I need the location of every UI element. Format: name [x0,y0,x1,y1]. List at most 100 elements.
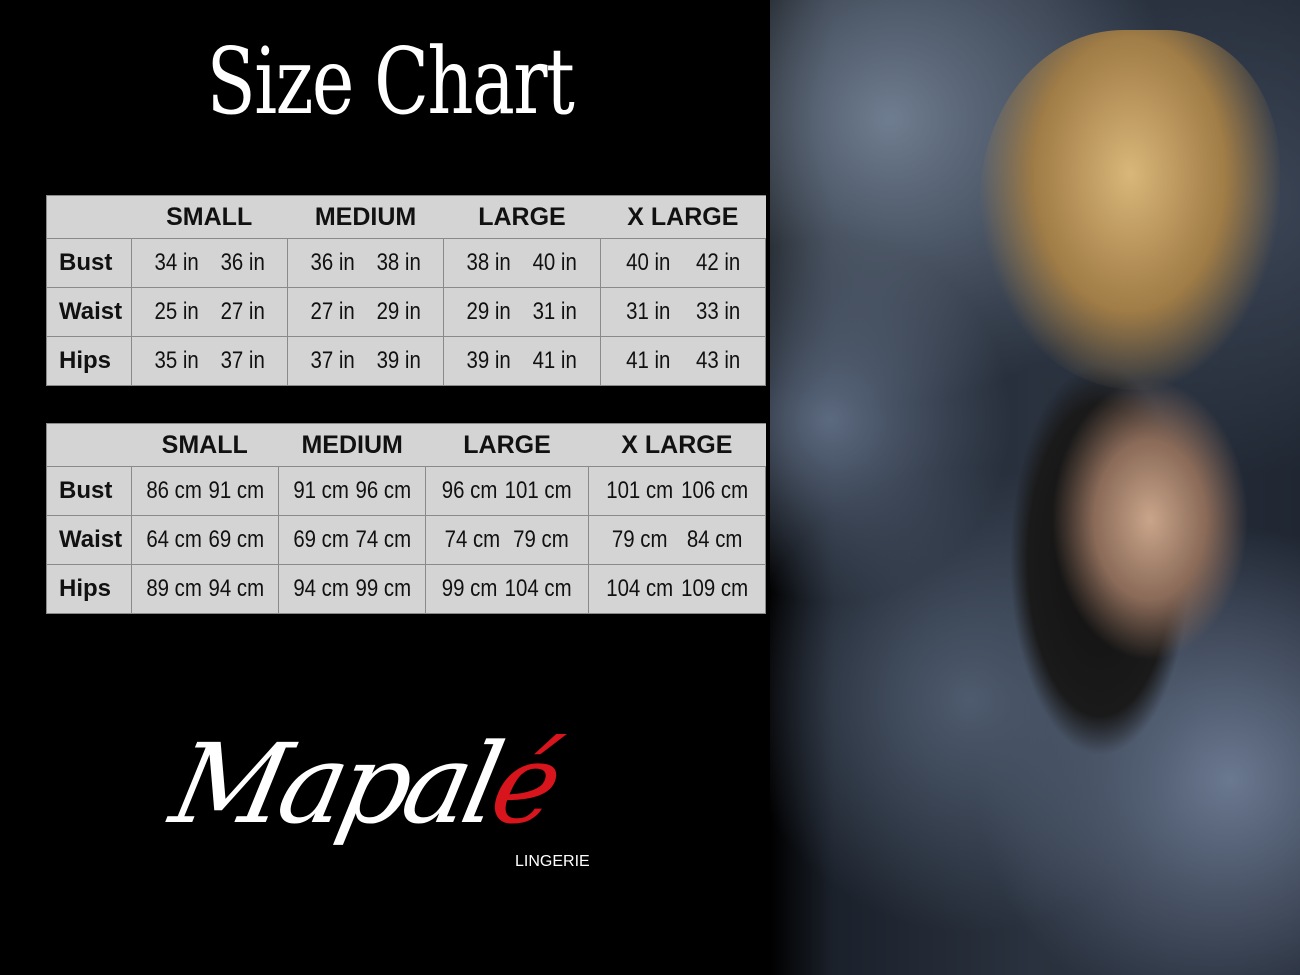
measurement-value: 94 cm [293,575,349,602]
measurement-value: 39 in [376,347,421,374]
header-empty [46,195,131,239]
measurement-value: 27 in [310,298,355,325]
measurement-value: 38 in [376,249,421,276]
measurement-value: 91 cm [293,477,349,504]
size-cell: 96 cm 101 cm [425,466,589,516]
size-cell: 38 in 40 in [443,238,601,288]
size-cell: 94 cm 99 cm [277,564,427,614]
size-cell: 39 in 41 in [443,336,601,386]
row-label: Hips [46,564,132,614]
measurement-value: 96 cm [355,477,412,504]
measurement-value: 74 cm [444,526,501,553]
size-cell: 25 in 27 in [130,287,288,337]
measurement-value: 34 in [154,249,199,276]
header-row: SMALL MEDIUM LARGE X LARGE [46,195,766,239]
size-header: MEDIUM [287,195,444,239]
measurement-value: 39 in [466,347,512,374]
table-row: Bust 34 in 36 in 36 in 38 in 38 in 40 in 40 in 4… [46,238,767,288]
measurement-value: 69 cm [208,526,264,553]
measurement-value: 84 cm [686,526,743,553]
measurement-value: 36 in [310,249,355,276]
header-empty [46,423,131,467]
size-header: LARGE [425,423,589,467]
size-cell: 35 in 37 in [130,336,288,386]
size-header: MEDIUM [278,423,426,467]
size-cell: 69 cm 74 cm [277,515,427,565]
size-header: SMALL [131,195,288,239]
measurement-value: 31 in [532,298,578,325]
size-cell: 99 cm 104 cm [425,564,589,614]
measurement-value: 86 cm [145,477,202,504]
size-cell: 74 cm 79 cm [425,515,589,565]
measurement-value: 38 in [466,249,512,276]
table-row: Waist 25 in 27 in 27 in 29 in 29 in 31 in 31 in… [46,287,767,337]
brand-name: Mapal [161,720,508,848]
size-cell: 41 in 43 in [599,336,767,386]
row-label: Hips [46,336,132,386]
size-cell: 36 in 38 in [286,238,445,288]
measurement-value: 104 cm [605,575,673,602]
size-header: X LARGE [600,195,766,239]
measurement-value: 41 in [625,347,670,374]
size-cell: 91 cm 96 cm [277,466,427,516]
table-row: Hips 35 in 37 in 37 in 39 in 39 in 41 in 41 in 4… [46,336,767,386]
size-cell: 79 cm 84 cm [587,515,767,565]
size-cell: 86 cm 91 cm [130,466,279,516]
measurement-value: 96 cm [442,477,498,504]
size-cell: 37 in 39 in [286,336,445,386]
measurement-value: 37 in [310,347,355,374]
table-row: Hips 89 cm 94 cm 94 cm 99 cm 99 cm 104 cm 104 c… [46,564,767,614]
row-label: Waist [46,515,132,565]
measurement-value: 29 in [376,298,421,325]
measurement-value: 25 in [154,298,199,325]
measurement-value: 106 cm [680,477,748,504]
size-header: SMALL [131,423,279,467]
size-header: LARGE [443,195,601,239]
measurement-value: 31 in [625,298,670,325]
row-label: Bust [46,238,132,288]
measurement-value: 79 cm [513,526,570,553]
size-table-inches: SMALL MEDIUM LARGE X LARGE Bust 34 in 36 in 36 … [46,195,767,386]
size-cell: 27 in 29 in [286,287,445,337]
size-cell: 64 cm 69 cm [130,515,279,565]
header-row: SMALL MEDIUM LARGE X LARGE [46,423,766,467]
measurement-value: 35 in [154,347,199,374]
size-cell: 29 in 31 in [443,287,601,337]
size-cell: 101 cm 106 cm [587,466,767,516]
measurement-value: 69 cm [293,526,349,553]
page-title: Size Chart [206,28,575,135]
measurement-value: 91 cm [208,477,264,504]
measurement-value: 27 in [220,298,265,325]
size-cell: 89 cm 94 cm [130,564,279,614]
measurement-value: 29 in [466,298,512,325]
measurement-value: 94 cm [208,575,264,602]
measurement-value: 104 cm [505,575,572,602]
size-table-cm: SMALL MEDIUM LARGE X LARGE Bust 86 cm 91 cm 91 … [46,423,767,614]
row-label: Waist [46,287,132,337]
table-row: Bust 86 cm 91 cm 91 cm 96 cm 96 cm 101 cm 101 c… [46,466,767,516]
measurement-value: 101 cm [605,477,673,504]
measurement-value: 40 in [625,249,670,276]
measurement-value: 99 cm [442,575,498,602]
brand-subtitle: LINGERIE [515,853,590,870]
size-cell: 104 cm 109 cm [587,564,767,614]
size-cell: 40 in 42 in [599,238,767,288]
measurement-value: 37 in [220,347,265,374]
measurement-value: 36 in [220,249,265,276]
table-row: Waist 64 cm 69 cm 69 cm 74 cm 74 cm 79 cm 79 cm… [46,515,767,565]
measurement-value: 109 cm [680,575,748,602]
measurement-value: 41 in [532,347,578,374]
measurement-value: 101 cm [505,477,572,504]
measurement-value: 89 cm [145,575,202,602]
size-cell: 34 in 36 in [130,238,288,288]
measurement-value: 74 cm [355,526,412,553]
measurement-value: 42 in [695,249,740,276]
measurement-value: 33 in [695,298,740,325]
measurement-value: 99 cm [355,575,412,602]
size-cell: 31 in 33 in [599,287,767,337]
row-label: Bust [46,466,132,516]
measurement-value: 79 cm [611,526,668,553]
model-photo-hair [980,30,1280,390]
measurement-value: 40 in [532,249,578,276]
measurement-value: 64 cm [145,526,202,553]
